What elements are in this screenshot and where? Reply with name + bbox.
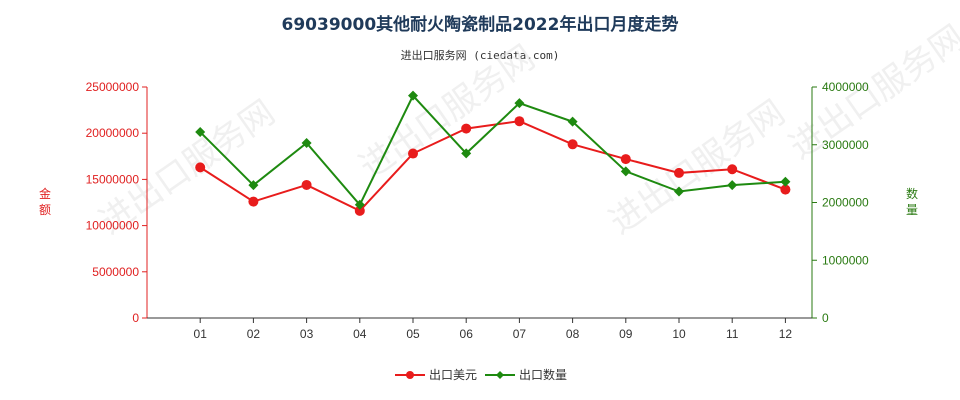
series-point bbox=[780, 176, 791, 187]
watermark-text: 进出口服务网 bbox=[602, 93, 792, 243]
series-point bbox=[354, 199, 365, 210]
series-point bbox=[727, 180, 738, 191]
chart-title: 69039000其他耐火陶瓷制品2022年出口月度走势 bbox=[281, 15, 679, 35]
series-layer bbox=[195, 90, 791, 216]
right-tick-label: 0 bbox=[822, 311, 829, 325]
left-axis-title: 金额 bbox=[39, 186, 51, 217]
x-tick-label: 03 bbox=[300, 327, 314, 341]
left-tick-label: 25000000 bbox=[86, 80, 140, 94]
left-tick-label: 5000000 bbox=[92, 265, 139, 279]
right-axis-title: 数量 bbox=[906, 186, 918, 217]
chart-subtitle: 进出口服务网 (ciedata.com) bbox=[400, 49, 560, 62]
x-tick-label: 08 bbox=[566, 327, 580, 341]
legend-label: 出口数量 bbox=[519, 367, 567, 382]
left-tick-label: 15000000 bbox=[86, 172, 140, 186]
right-tick-label: 2000000 bbox=[822, 196, 869, 210]
series-point bbox=[195, 127, 206, 138]
x-tick-label: 10 bbox=[672, 327, 686, 341]
legend-marker bbox=[496, 371, 504, 379]
series-point bbox=[567, 116, 578, 127]
series-point bbox=[674, 186, 684, 197]
series-point bbox=[727, 164, 738, 175]
legend-marker bbox=[406, 371, 414, 379]
x-tick-label: 09 bbox=[619, 327, 633, 341]
series-point bbox=[620, 166, 631, 177]
x-tick-label: 02 bbox=[247, 327, 261, 341]
series-point bbox=[514, 98, 525, 109]
right-tick-label: 3000000 bbox=[822, 138, 869, 152]
x-tick-label: 05 bbox=[406, 327, 420, 341]
series-point bbox=[301, 138, 312, 149]
series-point bbox=[514, 116, 525, 127]
watermark-text: 进出口服务网 bbox=[782, 18, 960, 168]
series-point bbox=[408, 148, 418, 159]
series-point bbox=[248, 196, 259, 207]
left-tick-label: 10000000 bbox=[86, 219, 140, 233]
series-point bbox=[248, 180, 259, 191]
x-tick-label: 04 bbox=[353, 327, 367, 341]
series-point bbox=[354, 205, 365, 216]
series-line bbox=[199, 93, 786, 207]
x-tick-label: 07 bbox=[513, 327, 527, 341]
series-point bbox=[674, 167, 684, 178]
watermark-text: 进出口服务网 bbox=[352, 38, 542, 188]
series-point bbox=[461, 123, 472, 134]
series-point bbox=[620, 154, 631, 165]
series-point bbox=[195, 162, 206, 173]
series-line bbox=[199, 120, 786, 213]
right-tick-label: 4000000 bbox=[822, 80, 869, 94]
series-point bbox=[461, 148, 472, 159]
series-point bbox=[408, 90, 418, 101]
x-tick-label: 11 bbox=[726, 327, 739, 341]
left-tick-label: 0 bbox=[132, 311, 139, 325]
series-point bbox=[567, 139, 578, 150]
series-point bbox=[301, 179, 312, 190]
x-tick-label: 01 bbox=[194, 327, 208, 341]
x-tick-label: 06 bbox=[460, 327, 474, 341]
left-tick-label: 20000000 bbox=[86, 126, 140, 140]
tick-labels: 0500000010000000150000002000000025000000… bbox=[39, 80, 918, 341]
right-tick-label: 1000000 bbox=[822, 253, 869, 267]
legend-label: 出口美元 bbox=[429, 368, 477, 382]
series-point bbox=[780, 184, 791, 195]
x-tick-label: 12 bbox=[779, 327, 793, 341]
legend[interactable]: 出口美元 出口数量 bbox=[395, 367, 567, 382]
